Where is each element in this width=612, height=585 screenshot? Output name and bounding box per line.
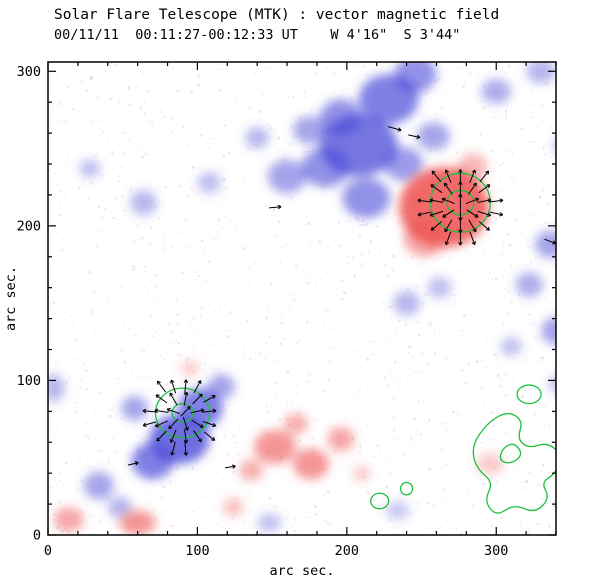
figure-subtitle: 00/11/11 00:11:27-00:12:33 UT W 4'16" S … [54, 27, 461, 43]
svg-text:0: 0 [33, 528, 41, 544]
svg-text:100: 100 [185, 543, 209, 559]
svg-text:300: 300 [17, 64, 41, 80]
svg-text:300: 300 [484, 543, 508, 559]
figure-title: Solar Flare Telescope (MTK) : vector mag… [54, 7, 500, 23]
svg-text:200: 200 [17, 218, 41, 234]
x-axis-label: arc sec. [269, 563, 334, 579]
svg-text:0: 0 [44, 543, 52, 559]
y-axis-label: arc sec. [3, 266, 19, 331]
svg-text:200: 200 [335, 543, 359, 559]
svg-text:100: 100 [17, 373, 41, 389]
